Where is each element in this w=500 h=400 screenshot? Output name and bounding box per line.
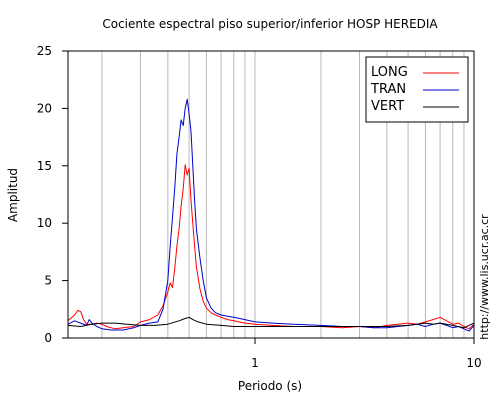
series-lines <box>67 98 475 332</box>
x-tick-label: 10 <box>466 356 481 370</box>
chart-title: Cociente espectral piso superior/inferio… <box>102 17 438 31</box>
series-line-vert <box>67 316 475 329</box>
y-tick-label: 0 <box>44 331 52 345</box>
y-tick-label: 10 <box>37 216 52 230</box>
x-tick-label: 1 <box>251 356 259 370</box>
x-axis-label: Periodo (s) <box>238 379 302 393</box>
y-tick-label: 20 <box>37 101 52 115</box>
y-tick-label: 15 <box>37 159 52 173</box>
legend-label-long: LONG <box>371 65 408 80</box>
series-line-long <box>67 164 475 330</box>
series-line-tran <box>67 98 475 332</box>
legend-label-tran: TRAN <box>370 82 406 97</box>
legend: LONG TRAN VERT <box>365 56 469 123</box>
credit-url: http://www.lis.ucr.ac.cr <box>478 214 491 340</box>
y-tick-label: 25 <box>37 44 52 58</box>
y-tick-label: 5 <box>44 274 52 288</box>
legend-label-vert: VERT <box>371 99 404 114</box>
axis-ticks: 0 5 10 15 20 25 1 10 <box>37 44 482 370</box>
plot-frame <box>67 50 475 339</box>
y-axis-label: Amplitud <box>6 168 20 222</box>
